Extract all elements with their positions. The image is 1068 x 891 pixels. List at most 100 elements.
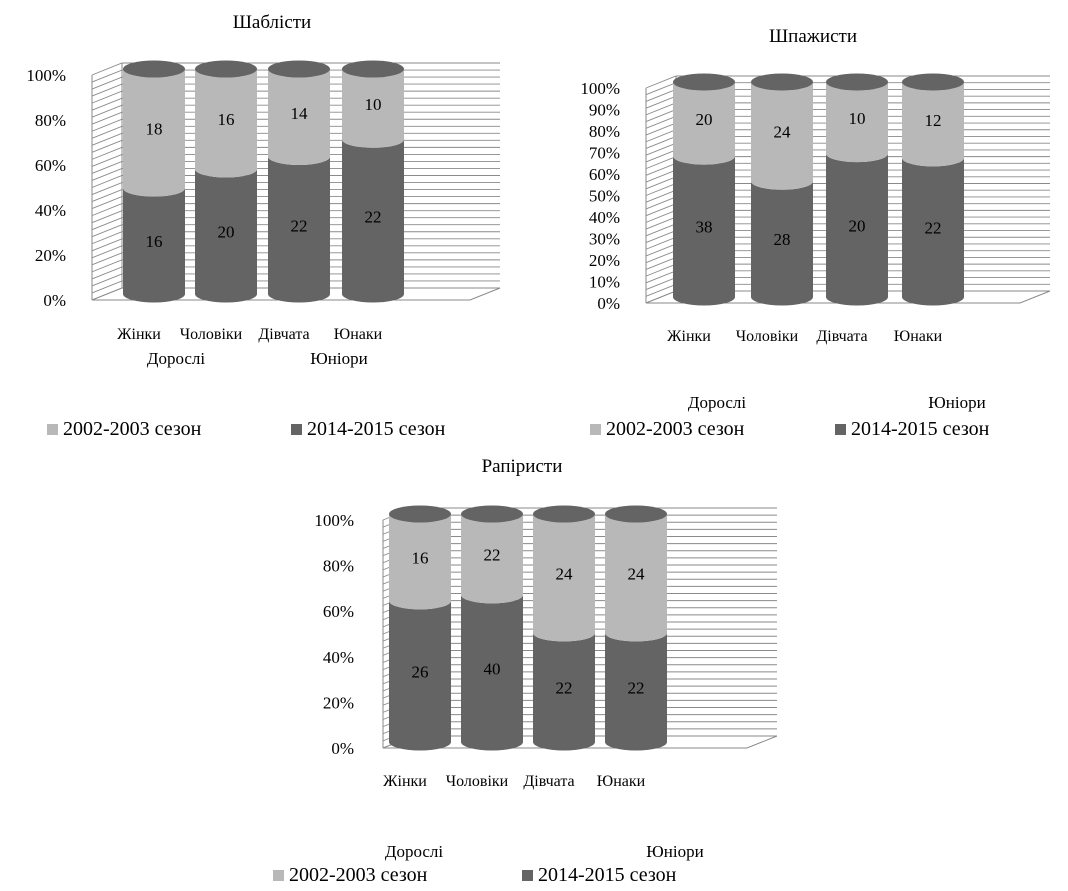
bar-segment-2014 (268, 156, 330, 303)
bar-segment-2002 (533, 514, 595, 642)
data-label-2002: 24 (628, 564, 646, 583)
group-label: Дорослі (688, 393, 747, 412)
y-tick-label: 40% (589, 208, 620, 227)
bar-top-cap (461, 505, 523, 523)
y-tick-label: 70% (589, 144, 620, 163)
bar-segment-2014 (123, 188, 185, 303)
legend-swatch-2014 (522, 870, 533, 881)
y-tick-label: 50% (589, 187, 620, 206)
y-tick-label: 100% (580, 79, 620, 98)
bar-top-cap (902, 73, 964, 91)
chart-sablists-svg: Шаблісти 0% 20% 40% 60% 80% 100% 16 18 Жінки 20 16 Ч… (26, 12, 501, 368)
legend-item-2002: 2002-2003 сезон (590, 418, 744, 441)
group-label: Юніори (646, 842, 703, 861)
category-label: Жінки (667, 328, 711, 345)
data-label-2014: 26 (412, 662, 429, 681)
data-label-2002: 18 (146, 120, 163, 139)
data-label-2014: 22 (556, 678, 573, 697)
data-label-2014: 20 (849, 216, 866, 235)
bar-segment-2002 (461, 514, 523, 604)
data-label-2002: 24 (774, 123, 792, 142)
chart-title: Рапіристи (482, 456, 563, 477)
legend-swatch-2002 (273, 870, 284, 881)
bar-segment-2014 (673, 156, 735, 306)
legend-item-2002: 2002-2003 сезон (47, 418, 201, 441)
bar-segment-2002 (826, 82, 888, 163)
group-label: Юніори (928, 393, 985, 412)
y-tick-label: 60% (589, 165, 620, 184)
group-label: Юніори (310, 349, 367, 368)
bar-segment-2002 (389, 514, 451, 610)
y-tick-label: 30% (589, 230, 620, 249)
legend-item-2002: 2002-2003 сезон (273, 864, 427, 887)
bar-segment-2014 (461, 594, 523, 751)
bar-top-cap (389, 505, 451, 523)
chart-sablists: Шаблісти 0% 20% 40% 60% 80% 100% 16 18 Жінки 20 16 Ч… (0, 0, 540, 400)
category-label: Жінки (383, 773, 427, 790)
legend-label-2014: 2014-2015 сезон (538, 864, 677, 886)
legend-swatch-2002 (590, 424, 601, 435)
y-tick-label: 100% (314, 511, 354, 530)
bar-segment-2014 (751, 181, 813, 306)
category-label: Чоловіки (180, 326, 243, 343)
legend-item-2014: 2014-2015 сезон (522, 864, 676, 887)
legend-swatch-2014 (291, 424, 302, 435)
y-tick-label: 80% (589, 122, 620, 141)
bar-segment-2014 (826, 153, 888, 306)
legend-label-2002: 2002-2003 сезон (63, 418, 202, 440)
bar-top-cap (195, 60, 257, 78)
data-label-2002: 16 (412, 548, 429, 567)
chart-epeeists: Шпажисти 0% 10% 20% 30% 40% 50% 60% 70% 80% 90% 100… (540, 0, 1068, 415)
category-label: Чоловіки (736, 328, 799, 345)
category-label: Жінки (117, 326, 161, 343)
data-label-2002: 10 (849, 109, 866, 128)
y-tick-label: 10% (589, 273, 620, 292)
chart-epeeists-svg: Шпажисти 0% 10% 20% 30% 40% 50% 60% 70% 80% 90% 100… (580, 26, 1051, 412)
category-label: Юнаки (334, 326, 383, 343)
bar-segment-2002 (673, 82, 735, 165)
y-tick-label: 0% (597, 294, 620, 313)
bar-segment-2002 (194, 69, 257, 178)
chart-foilists: Рапіристи 0% 20% 40% 60% 80% 100% 26 16 Жінки 40 22… (250, 445, 810, 865)
data-label-2014: 20 (218, 223, 235, 242)
data-label-2002: 10 (365, 95, 382, 114)
bar-top-cap (533, 505, 595, 523)
data-label-2014: 22 (291, 216, 308, 235)
group-label: Дорослі (385, 842, 444, 861)
group-label: Дорослі (147, 349, 206, 368)
data-label-2002: 22 (484, 545, 501, 564)
y-tick-label: 20% (589, 251, 620, 270)
bar-top-cap (123, 60, 185, 78)
legend-foilists: 2002-2003 сезон 2014-2015 сезон (250, 864, 810, 890)
data-label-2014: 22 (628, 678, 645, 697)
category-label: Дівчата (523, 773, 574, 790)
bar-segment-2002 (342, 69, 404, 148)
chart-foilists-svg: Рапіристи 0% 20% 40% 60% 80% 100% 26 16 Жінки 40 22… (314, 456, 778, 861)
bar-segment-2014 (194, 169, 257, 303)
bar-segment-2002 (123, 69, 185, 197)
category-label: Юнаки (894, 328, 943, 345)
y-tick-label: 60% (323, 602, 354, 621)
y-tick-label: 100% (26, 66, 66, 85)
bar-top-cap (268, 60, 330, 78)
y-tick-label: 20% (323, 693, 354, 712)
y-tick-label: 0% (331, 739, 354, 758)
data-label-2002: 14 (291, 104, 309, 123)
data-label-2014: 22 (925, 218, 942, 237)
y-tick-label: 90% (589, 101, 620, 120)
y-tick-label: 80% (35, 111, 66, 130)
chart-title: Шпажисти (769, 26, 857, 47)
legend-epeeists: 2002-2003 сезон 2014-2015 сезон (540, 418, 1068, 444)
bar-segment-2002 (605, 514, 667, 642)
y-tick-label: 0% (43, 291, 66, 310)
legend-sablists: 2002-2003 сезон 2014-2015 сезон (0, 418, 540, 444)
legend-label-2014: 2014-2015 сезон (851, 418, 990, 440)
bar-top-cap (342, 60, 404, 78)
y-tick-label: 40% (35, 201, 66, 220)
legend-swatch-2002 (47, 424, 58, 435)
bar-top-cap (673, 73, 735, 91)
data-label-2002: 24 (556, 564, 574, 583)
legend-item-2014: 2014-2015 сезон (835, 418, 989, 441)
legend-item-2014: 2014-2015 сезон (291, 418, 445, 441)
bar-segment-2014 (533, 632, 595, 751)
